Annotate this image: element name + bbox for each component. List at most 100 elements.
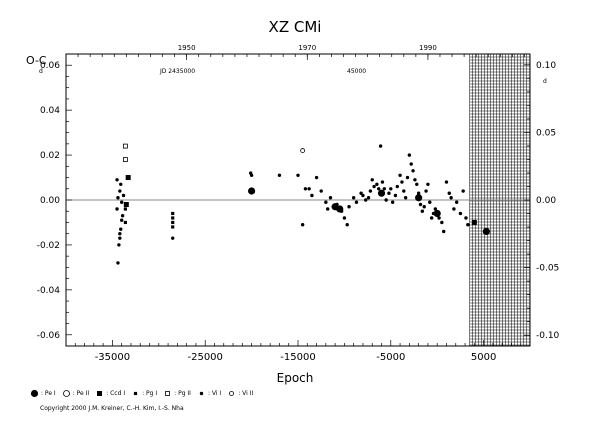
data-point <box>116 261 120 265</box>
data-point <box>307 187 311 191</box>
data-point <box>389 187 393 191</box>
data-point <box>120 214 125 218</box>
x-tick-label: -25000 <box>187 352 222 363</box>
data-point <box>324 200 328 204</box>
y-tick-label: -0.02 <box>37 241 60 251</box>
legend-marker <box>30 389 39 398</box>
legend-symbol <box>62 390 70 397</box>
data-point <box>119 182 123 186</box>
legend-label: : Vi II <box>238 390 254 397</box>
data-point <box>449 196 453 200</box>
data-point <box>319 189 323 193</box>
legend-item: : Ccd I <box>95 389 125 398</box>
data-point <box>461 189 465 193</box>
data-point <box>402 189 406 193</box>
data-point <box>413 178 417 182</box>
legend-label: : Pg II <box>174 390 191 397</box>
data-point <box>403 196 408 200</box>
data-point <box>411 169 415 173</box>
data-point <box>123 207 127 211</box>
y2-axis-unit: d <box>543 78 547 85</box>
data-point <box>458 211 463 216</box>
data-point <box>364 198 368 202</box>
y-tick-label: -0.04 <box>37 286 61 296</box>
data-point <box>433 209 441 218</box>
data-point <box>347 205 351 209</box>
data-point <box>393 193 398 198</box>
x-tick-label: -15000 <box>280 352 315 363</box>
y2-tick-label: -0.05 <box>536 264 559 274</box>
legend-item: : Vi II <box>227 389 253 398</box>
data-point <box>117 243 121 247</box>
data-point <box>466 223 470 227</box>
data-point <box>384 198 388 202</box>
data-point <box>171 216 175 220</box>
data-point <box>366 196 371 200</box>
data-point <box>171 225 175 229</box>
x-tick-label: -35000 <box>95 352 130 363</box>
series-pg-ii <box>122 143 128 162</box>
jd-note-right: 45000 <box>347 68 366 75</box>
data-point <box>441 229 446 234</box>
legend-marker <box>133 391 138 396</box>
data-point <box>116 196 120 200</box>
legend-item: : Pe I <box>30 389 56 398</box>
data-point <box>398 173 402 177</box>
data-point <box>437 216 441 220</box>
data-point <box>171 236 175 240</box>
x-tick-label: 5000 <box>471 352 496 363</box>
legend-label: : Vi I <box>207 390 222 397</box>
data-point <box>378 144 383 148</box>
data-point <box>361 193 365 198</box>
data-point <box>415 182 419 186</box>
data-point <box>407 153 412 157</box>
data-point <box>296 173 300 177</box>
y-tick-label: 0.04 <box>40 106 60 116</box>
series-pg-i <box>123 207 175 229</box>
data-point <box>372 184 376 189</box>
legend-marker <box>97 391 103 396</box>
data-point <box>300 148 306 153</box>
data-point <box>123 201 129 207</box>
data-point <box>400 180 404 184</box>
data-point <box>454 200 459 204</box>
data-point <box>122 157 128 162</box>
data-point <box>370 178 374 182</box>
y2-tick-label: 0.00 <box>536 196 556 206</box>
x-axis-label: Epoch <box>277 371 314 385</box>
jd-note: JD 2435000 <box>159 68 195 75</box>
data-point <box>277 173 282 177</box>
data-point <box>431 211 436 216</box>
data-point <box>395 184 399 189</box>
data-point <box>428 200 432 204</box>
data-point <box>380 180 385 184</box>
legend-label: : Pe II <box>72 390 90 397</box>
top-year-label: 1950 <box>178 44 196 52</box>
data-point <box>171 220 175 225</box>
data-point <box>342 216 347 220</box>
data-point <box>119 227 123 231</box>
y2-tick-label: -0.10 <box>536 331 560 341</box>
y-axis-unit: d <box>39 68 43 75</box>
legend-symbol <box>133 391 138 396</box>
legend-symbol <box>97 391 103 396</box>
data-point <box>248 187 256 195</box>
data-point <box>171 211 175 216</box>
data-point <box>424 189 428 193</box>
data-point <box>426 182 430 186</box>
data-point <box>368 189 373 193</box>
y-tick-label: 0.00 <box>40 196 60 206</box>
data-point <box>115 178 119 182</box>
y-tick-label: 0.06 <box>40 61 60 71</box>
data-point <box>471 219 477 225</box>
data-point <box>440 220 444 225</box>
top-year-label: 1970 <box>298 44 316 52</box>
series-vi-ii <box>300 148 306 153</box>
y-tick-label: -0.06 <box>37 331 61 341</box>
top-year-label: 1990 <box>419 44 437 52</box>
legend-marker <box>165 391 171 396</box>
data-point <box>118 236 122 240</box>
data-point <box>387 191 391 195</box>
x-tick-label: -5000 <box>376 352 405 363</box>
